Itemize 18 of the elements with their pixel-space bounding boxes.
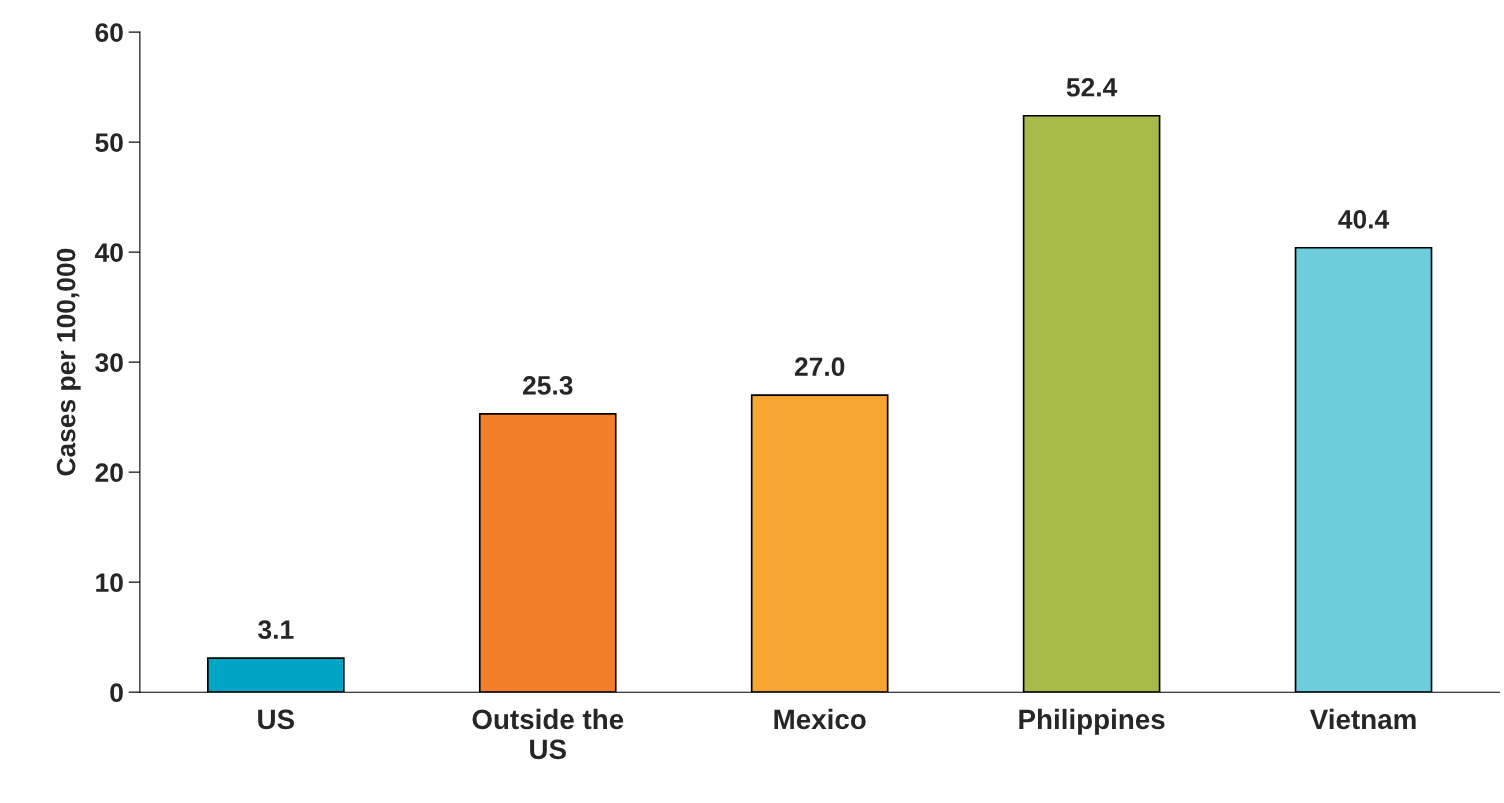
data-label: 25.3 — [522, 376, 573, 395]
x-tick-label: Vietnam — [1309, 708, 1416, 730]
x-tick-label: Outside the US — [472, 708, 624, 760]
y-tick-label: 30 — [95, 353, 123, 373]
x-tick-label: Philippines — [1019, 708, 1165, 735]
x-tick-label: Mexico — [774, 708, 866, 730]
y-axis-title: Cases per 100,000 — [56, 248, 81, 476]
x-tick-label: US — [258, 709, 295, 730]
y-tick-label: 40 — [94, 243, 123, 262]
data-label: 27.0 — [794, 357, 845, 377]
y-tick-label: 10 — [96, 573, 123, 592]
y-tick-label: 20 — [95, 463, 123, 482]
y-tick-label: 60 — [95, 23, 123, 42]
y-tick-label: 50 — [95, 133, 123, 152]
y-tick-label: 0 — [110, 683, 123, 703]
data-label: 3.1 — [258, 620, 294, 640]
data-label: 52.4 — [1066, 77, 1118, 97]
data-label: 40.4 — [1338, 209, 1390, 229]
